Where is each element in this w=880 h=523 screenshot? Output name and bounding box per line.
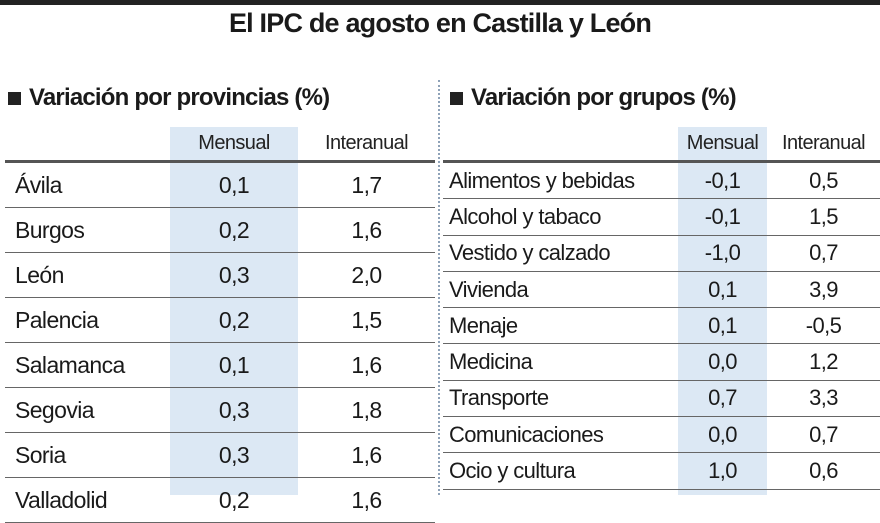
groups-title: Variación por grupos (%) [471,84,737,111]
table-row: León 0,3 2,0 [5,253,435,298]
table-row: Salamanca 0,1 1,6 [5,343,435,388]
interanual-value: 0,6 [809,458,838,484]
table-row: Palencia 0,2 1,5 [5,298,435,343]
interanual-value: 3,9 [809,276,838,302]
section-divider [438,80,440,495]
interanual-value: 1,2 [809,349,838,375]
table-row: Ávila 0,1 1,7 [5,163,435,208]
mensual-value: 0,3 [218,441,250,468]
mensual-value: 0,7 [708,385,737,411]
table-header: Mensual Interanual [443,127,880,163]
mensual-value: 0,2 [218,306,250,333]
row-label: Ocio y cultura [449,458,576,484]
row-label: Menaje [449,312,518,338]
row-label: León [15,261,64,288]
table-row: Burgos 0,2 1,6 [5,208,435,253]
page-title: El IPC de agosto en Castilla y León [228,8,652,38]
table-row: Alimentos y bebidas -0,1 0,5 [443,163,880,200]
mensual-value: 0,0 [708,349,737,375]
top-bar [0,0,880,5]
row-label: Salamanca [15,351,125,378]
provinces-title: Variación por provincias (%) [29,84,330,111]
table-row: Vestido y calzado -1,0 0,7 [443,236,880,272]
row-label: Soria [15,441,66,468]
mensual-value: 0,2 [218,486,250,513]
row-label: Vestido y calzado [449,240,611,266]
interanual-value: 0,7 [809,240,838,266]
interanual-value: 1,5 [351,306,382,333]
mensual-value: 0,2 [218,216,250,243]
row-label: Segovia [15,396,95,423]
mensual-value: 0,1 [708,312,737,338]
mensual-value: Mensual [686,132,759,154]
row-label: Medicina [449,349,533,375]
groups-table: Mensual Interanual Alimentos y bebidas -0,1… [443,127,880,495]
interanual-value: 1,6 [351,351,382,378]
table-header: Mensual Interanual [5,127,435,163]
interanual-value: -0,5 [805,312,842,338]
table-row: Segovia 0,3 1,8 [5,388,435,433]
row-label: Burgos [15,216,85,243]
interanual-value: 3,3 [809,385,838,411]
table-row: Medicina 0,0 1,2 [443,345,880,381]
mensual-value: -0,1 [704,167,741,193]
table-row: Vivienda 0,1 3,9 [443,272,880,309]
mensual-highlight [170,127,298,495]
interanual-value: 0,5 [809,167,838,193]
row-label: Alimentos y bebidas [449,167,635,193]
interanual-value: 1,8 [351,396,382,423]
table-row: Transporte 0,7 3,3 [443,381,880,418]
mensual-value: 0,1 [218,351,250,378]
table-row: Comunicaciones 0,0 0,7 [443,417,880,454]
provinces-heading: Variación por provincias (%) [8,84,330,112]
interanual-value: 2,0 [351,261,382,288]
interanual-value: 1,6 [351,441,382,468]
interanual-value: 1,6 [351,486,382,513]
provinces-table: Mensual Interanual Ávila 0,1 1,7 Burgos 0,2 1,6… [5,127,435,523]
table-row: Ocio y cultura 1,0 0,6 [443,453,880,490]
row-label: Palencia [15,306,99,333]
table-row: Valladolid 0,2 1,6 [5,478,435,523]
groups-heading: Variación por grupos (%) [450,84,737,112]
mensual-value: 0,3 [218,396,250,423]
square-bullet-icon [450,91,463,105]
interanual-value: 1,6 [351,216,382,243]
row-label: Alcohol y tabaco [449,203,601,229]
mensual-value: 1,0 [708,458,737,484]
mensual-highlight [678,127,767,495]
row-label: Ávila [15,171,62,198]
mensual-value: 0,3 [218,261,250,288]
square-bullet-icon [8,91,21,105]
row-label: Valladolid [15,486,108,513]
table-row: Alcohol y tabaco -0,1 1,5 [443,199,880,236]
mensual-value: 0,1 [218,171,250,198]
row-label: Vivienda [449,276,529,302]
table-row: Soria 0,3 1,6 [5,433,435,478]
interanual-value: 0,7 [809,421,838,447]
mensual-value: Mensual [198,132,270,154]
interanual-value: Interanual [325,132,409,154]
interanual-value: Interanual [782,132,866,154]
mensual-value: 0,1 [708,276,737,302]
interanual-value: 1,5 [809,203,838,229]
mensual-value: 0,0 [708,421,737,447]
row-label: Transporte [449,385,549,411]
row-label: Comunicaciones [449,421,604,447]
mensual-value: -0,1 [704,203,741,229]
interanual-value: 1,7 [351,171,382,198]
mensual-value: -1,0 [704,240,741,266]
table-row: Menaje 0,1 -0,5 [443,308,880,345]
